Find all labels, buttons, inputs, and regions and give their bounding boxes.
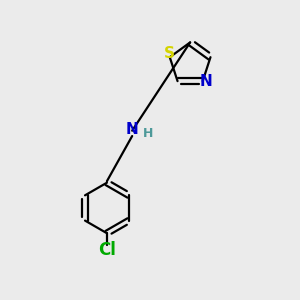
Text: S: S — [164, 46, 175, 61]
Text: H: H — [142, 127, 153, 140]
Text: N: N — [200, 74, 213, 88]
Text: Cl: Cl — [98, 241, 116, 259]
Text: N: N — [126, 122, 139, 137]
